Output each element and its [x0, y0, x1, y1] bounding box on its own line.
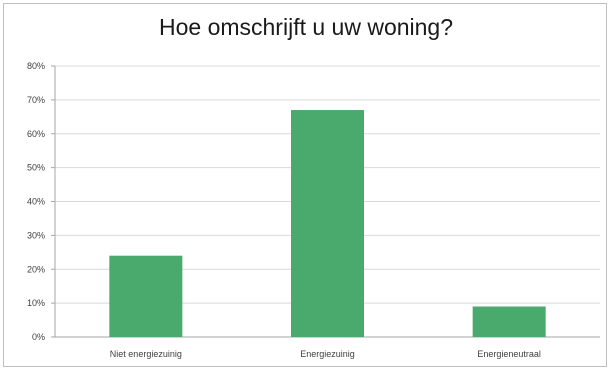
y-tick-label: 70% [27, 95, 45, 105]
y-tick-label: 0% [32, 332, 45, 342]
y-axis-ticks: 0% 10% 20% 30% 40% 50% 60% 70% 80% [27, 61, 45, 342]
bar-energieneutraal [472, 306, 546, 337]
bar-energiezuinig [291, 110, 364, 337]
y-tick-label: 80% [27, 61, 45, 71]
y-tick-label: 30% [27, 230, 45, 240]
x-category-label: Niet energiezuinig [110, 349, 182, 359]
bar-niet-energiezuinig [109, 255, 183, 337]
y-tick-label: 20% [27, 264, 45, 274]
x-category-label: Energiezuinig [300, 349, 355, 359]
y-tick-label: 50% [27, 163, 45, 173]
x-axis-labels: Niet energiezuinig Energiezuinig Energiene… [110, 349, 541, 359]
y-tick-label: 40% [27, 197, 45, 207]
bars [109, 110, 546, 337]
chart-title: Hoe omschrijft u uw woning? [158, 14, 454, 40]
y-tick-label: 60% [27, 129, 45, 139]
y-tick-label: 10% [27, 298, 45, 308]
x-category-label: Energieneutraal [477, 349, 541, 359]
